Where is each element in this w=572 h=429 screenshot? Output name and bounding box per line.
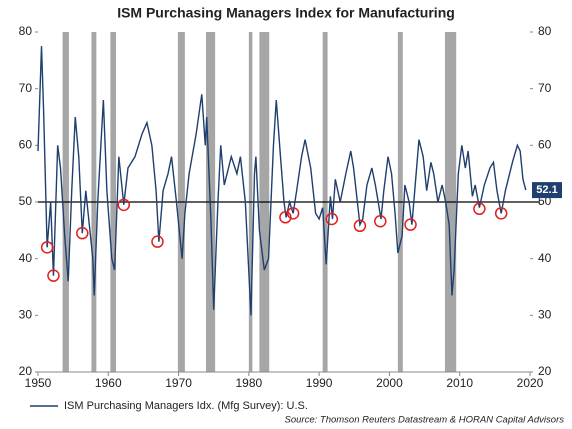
highlight-circle xyxy=(473,202,486,216)
x-tick-label: 1960 xyxy=(95,376,122,390)
y-tick-label: 60 xyxy=(19,138,33,152)
source-note: Source: Thomson Reuters Datastream & HOR… xyxy=(285,415,565,426)
legend-label: ISM Purchasing Managers Idx. (Mfg Survey… xyxy=(64,400,308,412)
y2-tick-label: 40 xyxy=(538,251,552,265)
x-tick-label: 1970 xyxy=(165,376,192,390)
y-tick-label: 20 xyxy=(19,364,33,378)
x-tick-label: 1990 xyxy=(306,376,333,390)
x-tick-label: 2000 xyxy=(376,376,403,390)
x-tick-label: 2010 xyxy=(446,376,473,390)
y2-tick-label: 20 xyxy=(538,364,552,378)
highlight-circle xyxy=(353,219,367,233)
series-line xyxy=(37,46,527,316)
highlight-circle xyxy=(76,226,89,240)
highlight-circle xyxy=(286,207,300,220)
highlight-circle xyxy=(117,198,130,212)
y-tick-label: 50 xyxy=(19,194,33,208)
chart-title: ISM Purchasing Managers Index for Manufa… xyxy=(117,5,455,21)
y2-tick-label: 80 xyxy=(538,24,552,38)
y-tick-label: 80 xyxy=(19,24,33,38)
y2-tick-label: 60 xyxy=(538,138,552,152)
y-tick-label: 70 xyxy=(19,81,33,95)
highlight-circle xyxy=(40,241,54,254)
last-value-box xyxy=(532,182,562,199)
highlight-circle xyxy=(279,211,292,224)
x-tick-label: 1980 xyxy=(236,376,263,390)
x-tick-label: 1950 xyxy=(25,376,52,390)
highlight-circle xyxy=(151,235,164,248)
highlight-circle xyxy=(47,269,60,282)
y-tick-label: 40 xyxy=(19,251,33,265)
y2-tick-label: 30 xyxy=(538,308,552,322)
highlight-circle xyxy=(374,215,387,228)
x-tick-label: 2020 xyxy=(517,376,544,390)
y-tick-label: 30 xyxy=(19,308,33,322)
last-value-label: 52.1 xyxy=(536,184,557,196)
highlight-circle xyxy=(325,212,339,226)
y2-tick-label: 70 xyxy=(538,81,552,95)
highlight-circle xyxy=(494,207,508,220)
highlight-circle xyxy=(404,218,417,231)
